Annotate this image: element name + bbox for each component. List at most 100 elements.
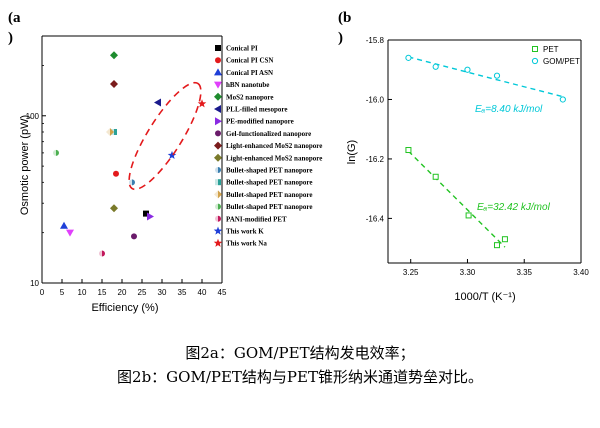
chart-b-legend: PET GOM/PET [531,45,580,66]
chart-b-xtick-label: 3.30 [460,268,476,277]
chart-a-legend-marker-half-fill [214,202,218,211]
chart-a-point [154,98,161,107]
chart-a-legend-marker [215,45,221,51]
chart-a-point [143,210,149,217]
chart-a-xtick-label: 45 [218,288,227,297]
chart-a-xtick-label: 40 [198,288,207,297]
chart-a-point-half-fill [98,249,102,258]
chart-a-legend-entry: Bullet-shaped PET nanopore [226,179,313,187]
chart-b-legend-marker [531,57,539,65]
chart-a-xtick-label: 20 [118,288,127,297]
chart-a-xtick-label: 5 [60,288,65,297]
chart-a-legend-marker [215,130,221,137]
chart-a-legend-entry: Gel-functionalized nanopore [226,130,311,138]
chart-a-point [60,221,68,229]
chart-b-point [493,242,500,249]
chart-b-point [432,173,439,180]
panel-a-label-close: ) [8,30,13,46]
chart-a-legend-entry: hBN nanotube [226,81,269,89]
chart-a-point [110,204,118,213]
chart-b-legend-entry: PET [543,45,559,54]
chart-a-legend-entry: PANI-modified PET [226,215,287,223]
chart-a-legend-marker-half-fill [214,190,218,199]
chart-b-ylabel: ln(G) [346,140,358,164]
chart-a-point [110,51,118,60]
chart-a-legend-entry: Conical PI [226,45,258,53]
chart-a-point [113,170,119,177]
chart-a-legend: Conical PI Conical PI CSN Conical PI ASN hB… [213,45,322,248]
chart-b-xtick-label: 3.25 [403,268,419,277]
chart-a-legend-entry: Conical PI ASN [226,69,273,77]
chart-b-point [559,96,566,103]
chart-b-ytick-label: -16.2 [366,155,385,164]
chart-a-legend-entry: PLL-filled mesopore [226,106,288,114]
chart-b-fit-line-0 [407,150,506,248]
chart-a-legend-entry: Conical PI CSN [226,57,273,65]
chart-a-legend-marker [215,117,222,126]
chart-a-legend-marker [214,105,221,113]
chart-a-xtick-label: 35 [178,288,187,297]
chart-b-point [432,63,439,70]
chart-a-legend-entry: This work Na [226,240,267,248]
chart-b-xtick-label: 3.40 [573,268,589,277]
chart-b-point [493,72,501,79]
chart-a-ytick-label: 100 [26,112,40,121]
chart-b-legend-entry: GOM/PET [543,57,580,66]
caption-line-2: 图2b：GOM/PET结构与PET锥形纳米通道势垒对比。 [117,368,483,386]
chart-a-legend-entry: This work K [226,228,264,236]
chart-a-legend-marker [213,238,223,247]
chart-b-xtick-label: 3.35 [516,268,532,277]
chart-a-legend-entry: Light-enhanced MoS2 nanopore [226,142,322,150]
chart-b-point [501,236,508,243]
chart-a-legend-entry: PE-modified nanopore [226,118,294,126]
chart-a-point [167,150,177,159]
chart-b-arrhenius: 3.25 3.30 3.35 3.40 -16.4 -16.2 -16.0 -15.8 Eₐ=… [346,36,589,303]
chart-a-legend-marker [215,57,221,64]
chart-a-xtick-label: 15 [98,288,107,297]
chart-a-point [66,229,74,237]
chart-a-legend-marker [214,68,222,76]
chart-a-point-half-fill [106,127,110,136]
chart-a-legend-marker [214,153,222,162]
chart-a-legend-entry: MoS2 nanopore [226,93,274,101]
chart-a-xtick-label: 10 [78,288,87,297]
caption-line-1: 图2a：GOM/PET结构发电效率； [185,344,415,362]
chart-a-legend-entry: Bullet-shaped PET nanopore [226,191,313,199]
chart-a-ylabel: Osmotic power (pW) [19,115,31,215]
chart-b-point [464,66,471,73]
chart-a-osmotic-power: 0 5 10 15 20 25 30 35 40 45 10 100 Efficiency (%) O… [19,35,322,314]
chart-a-ytick-label: 10 [30,279,39,288]
chart-a-legend-marker [213,226,223,235]
chart-a-xlabel: Efficiency (%) [91,302,158,314]
chart-a-legend-entry: Bullet-shaped PET nanopore [226,167,313,175]
chart-a-point [110,79,118,88]
chart-a-point [131,233,137,240]
chart-a-legend-marker-half-fill [214,178,218,187]
chart-a-legend-marker-half-fill [214,214,218,223]
chart-b-legend-marker [532,46,538,52]
chart-b-xlabel: 1000/T (K⁻¹) [454,291,515,303]
panel-b-label: (b [338,10,352,26]
panel-b-label-close: ) [338,30,343,46]
chart-b-point [405,147,412,154]
chart-a-point-half-fill [52,148,56,157]
chart-a-legend-marker-half-fill [214,166,218,174]
chart-a-point-half-fill [128,178,132,187]
chart-b-point [465,212,472,219]
panel-a-label: (a [8,10,21,26]
chart-b-annotation-pet: Eₐ=32.42 kJ/mol [477,202,551,213]
chart-a-legend-marker [214,92,222,101]
chart-b-ytick-label: -16.4 [366,214,385,223]
chart-b-ytick-label: -15.8 [366,36,385,45]
chart-a-legend-marker [214,81,222,89]
chart-b-fit-line-1 [408,56,564,98]
chart-b-ytick-label: -16.0 [366,95,385,104]
chart-a-legend-entry: Light-enhanced MoS2 nanopore [226,154,322,162]
chart-a-legend-entry: Bullet-shaped PET nanopore [226,203,313,211]
chart-a-xtick-label: 30 [158,288,167,297]
chart-a-legend-marker [214,141,222,150]
chart-a-point [197,99,207,108]
chart-b-point [405,54,412,61]
chart-a-xtick-label: 0 [40,288,45,297]
chart-a-point [147,212,154,221]
